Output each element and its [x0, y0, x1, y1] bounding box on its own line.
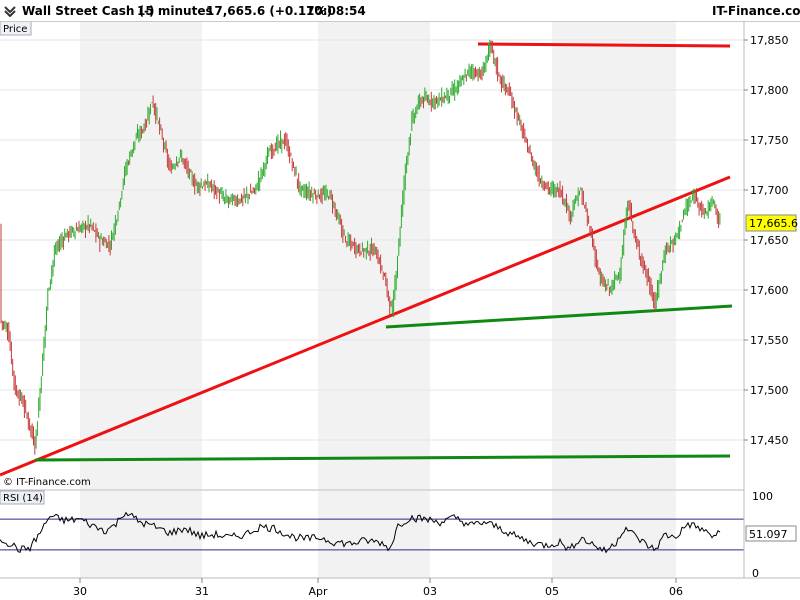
y-tick-label: 17,850 — [750, 34, 789, 47]
watermark: © IT-Finance.com — [3, 477, 91, 488]
rsi-last-label: 51.097 — [749, 528, 788, 541]
x-tick-label: 05 — [545, 585, 559, 598]
instrument-name: Wall Street Cash (-) — [22, 4, 155, 18]
rsi-tick-label: 0 — [752, 567, 759, 580]
trendline — [34, 454, 731, 462]
rsi-tick-label: 100 — [752, 490, 773, 503]
day-band — [80, 491, 202, 578]
y-tick-label: 17,800 — [750, 84, 789, 97]
day-band — [80, 22, 202, 490]
day-band — [318, 491, 430, 578]
rsi-panel-label: RSI (14) — [3, 493, 43, 504]
x-tick-label: 03 — [423, 585, 437, 598]
day-band — [552, 22, 676, 490]
x-tick-label: Apr — [308, 585, 328, 598]
day-band — [318, 22, 430, 490]
price-axis: 17,450 17,500 17,550 17,600 17,650 17,700 17,7… — [744, 34, 789, 447]
rsi-axis: 0 100 — [752, 490, 773, 580]
brand-label: IT-Finance.com — [712, 4, 800, 18]
price-panel-label: Price — [3, 24, 27, 35]
trendline — [477, 42, 731, 48]
last-price-label: 17,665.6 — [749, 217, 798, 230]
last-price-box — [745, 214, 797, 232]
y-tick-label: 17,650 — [750, 234, 789, 247]
rsi-panel-tag — [0, 490, 45, 505]
y-tick-label: 17,500 — [750, 384, 789, 397]
interval-label: 15 minutes — [137, 4, 213, 18]
y-tick-label: 17,700 — [750, 184, 789, 197]
rsi-grid — [0, 518, 744, 551]
y-tick-label: 17,450 — [750, 434, 789, 447]
rsi-last-box — [745, 525, 797, 542]
trendline — [385, 304, 733, 329]
trendline — [0, 175, 731, 477]
candles — [0, 39, 721, 455]
y-tick-label: 17,550 — [750, 334, 789, 347]
chart-header: Wall Street Cash (-) 15 minutes 17,665.6… — [0, 0, 800, 22]
x-tick-label: 06 — [669, 585, 683, 598]
x-tick-label: 30 — [73, 585, 87, 598]
day-band — [552, 491, 676, 578]
rsi-line-group — [0, 511, 721, 554]
chevron-down-icon[interactable] — [3, 5, 17, 17]
trendlines — [0, 42, 733, 477]
y-tick-label: 17,750 — [750, 134, 789, 147]
time-label: 10:08:54 — [306, 4, 366, 18]
time-bands — [80, 22, 676, 578]
last-change: 17,665.6 (+0.17%) — [206, 4, 333, 18]
rsi-line — [0, 511, 721, 554]
time-axis: 30 31 Apr 03 05 06 — [73, 578, 683, 598]
y-tick-label: 17,600 — [750, 284, 789, 297]
x-tick-label: 31 — [195, 585, 209, 598]
